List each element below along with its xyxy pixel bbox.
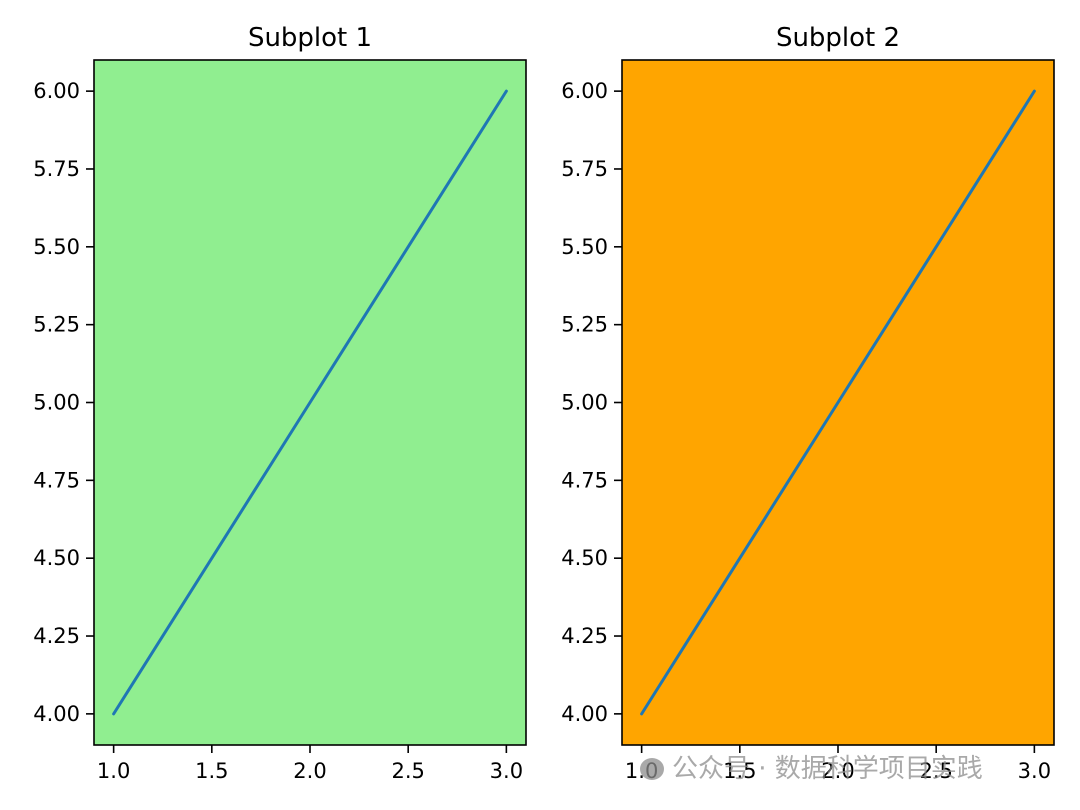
y-tick-label: 5.00 bbox=[33, 391, 80, 415]
series-line-1 bbox=[112, 89, 508, 716]
subplot-title: Subplot 2 bbox=[776, 23, 900, 53]
y-tick-label: 4.00 bbox=[33, 702, 80, 726]
watermark-text: 公众号 · 数据科学项目实践 bbox=[672, 754, 983, 784]
y-tick-label: 4.00 bbox=[561, 702, 608, 726]
subplot-title: Subplot 1 bbox=[248, 23, 372, 53]
subplot-1: Subplot 1 1.0 1.5 2.0 2.5 3.0 4.00 4.25 4.50 4.75… bbox=[33, 23, 527, 783]
y-tick-label: 5.75 bbox=[561, 157, 608, 181]
y-tick-label: 5.50 bbox=[561, 235, 608, 259]
x-tick-label: 3.0 bbox=[490, 759, 523, 783]
x-tick-label: 2.5 bbox=[391, 759, 424, 783]
watermark: 公众号 · 数据科学项目实践 bbox=[640, 748, 983, 785]
y-tick-label: 4.50 bbox=[561, 546, 608, 570]
y-tick-label: 5.50 bbox=[33, 235, 80, 259]
x-tick-label: 1.0 bbox=[97, 759, 130, 783]
x-tick-label: 2.0 bbox=[293, 759, 326, 783]
y-tick-label: 6.00 bbox=[33, 79, 80, 103]
y-tick-label: 4.25 bbox=[33, 624, 80, 648]
y-tick-label: 6.00 bbox=[561, 79, 608, 103]
wechat-logo-icon bbox=[640, 758, 664, 780]
x-tick-label: 3.0 bbox=[1018, 759, 1051, 783]
y-tick-label: 4.75 bbox=[33, 468, 80, 492]
y-tick-label: 4.75 bbox=[561, 468, 608, 492]
x-tick-label: 1.5 bbox=[723, 759, 756, 783]
y-tick-label: 5.75 bbox=[33, 157, 80, 181]
x-tick-label: 2.0 bbox=[821, 759, 854, 783]
y-tick-label: 5.00 bbox=[561, 391, 608, 415]
series-line-1 bbox=[640, 89, 1036, 716]
x-tick-label: 2.5 bbox=[919, 759, 952, 783]
x-tick-label: 1.5 bbox=[195, 759, 228, 783]
y-tick-label: 5.25 bbox=[561, 313, 608, 337]
y-tick-label: 4.50 bbox=[33, 546, 80, 570]
subplot-2: Subplot 21.01.52.02.53.04.004.254.504.75… bbox=[561, 23, 1055, 783]
y-tick-label: 5.25 bbox=[33, 313, 80, 337]
y-tick-label: 4.25 bbox=[561, 624, 608, 648]
